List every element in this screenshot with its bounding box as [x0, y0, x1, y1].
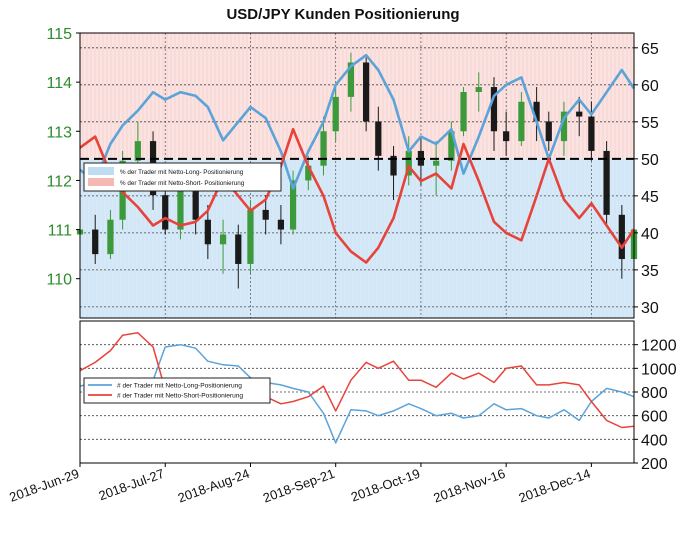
right-tick-label: 1000 [641, 361, 677, 378]
right-tick-label: 50 [641, 152, 659, 169]
right-tick-label: 200 [641, 456, 668, 473]
x-axis: 2018-Jun-29 2018-Jul-27 2018-Aug-24 2018-Se… [7, 463, 592, 506]
candle-body [545, 121, 552, 142]
candle-body [588, 116, 595, 151]
x-tick-label: 2018-Nov-16 [431, 466, 507, 506]
legend-swatch-long [88, 167, 114, 175]
candle-body [460, 91, 467, 132]
top-legend: % der Trader mit Netto-Long- Positionier… [83, 162, 282, 192]
candle-body [320, 131, 327, 166]
candle-body [618, 214, 625, 260]
candle-body [448, 131, 455, 161]
right-tick-label: 1200 [641, 338, 677, 355]
x-tick-label: 2018-Jul-27 [97, 466, 167, 504]
legend-label: # der Trader mit Netto-Long-Positionieru… [117, 383, 242, 390]
legend-swatch-short [88, 178, 114, 186]
candle-body [177, 185, 184, 230]
candle-body [560, 111, 568, 142]
candle-body [475, 87, 482, 92]
x-tick-label: 2018-Oct-19 [349, 466, 422, 505]
candle-body [347, 62, 355, 97]
candle-body [533, 101, 540, 122]
legend-label: % der Trader mit Netto-Short- Positionie… [120, 180, 245, 187]
right-tick-label: 60 [641, 78, 659, 95]
top-panel: 110 111 112 113 114 115 30 35 40 45 50 55 60 65 % der … [46, 26, 659, 319]
right-tick-label: 65 [641, 41, 659, 58]
right-tick-label: 400 [641, 432, 668, 449]
candle-body [576, 111, 583, 117]
legend-label: # der Trader mit Netto-Short-Positionier… [117, 393, 243, 400]
left-tick-label: 112 [46, 173, 72, 190]
candle-body [518, 101, 525, 142]
left-tick-label: 114 [46, 75, 72, 92]
candle-body [134, 141, 141, 161]
candle-body [262, 209, 269, 220]
candle-body [603, 150, 610, 215]
candle-body [332, 96, 339, 132]
candle-body [305, 165, 312, 181]
candle-body [375, 121, 382, 156]
bottom-panel: 200 400 600 800 1000 1200 # der Trader mit Net… [79, 320, 677, 473]
candle-body [289, 180, 297, 230]
x-tick-label: 2018-Dec-14 [517, 466, 593, 506]
right-tick-label: 40 [641, 226, 659, 243]
candle-body [235, 234, 242, 264]
candle-body [204, 219, 211, 245]
left-tick-label: 113 [46, 124, 72, 141]
legend-label: % der Trader mit Netto-Long- Positionier… [120, 169, 244, 176]
net-long-percent-line [79, 53, 636, 190]
left-tick-label: 115 [46, 26, 72, 43]
x-tick-label: 2018-Jun-29 [7, 466, 81, 505]
candle-body [162, 195, 169, 230]
candle-body [107, 219, 114, 255]
candle-body [390, 155, 397, 176]
left-tick-label: 111 [48, 223, 72, 240]
candle-body [433, 160, 440, 166]
candle-body [503, 131, 510, 142]
candle-body [247, 209, 254, 264]
candle-body [490, 87, 498, 132]
candle-body [405, 150, 412, 176]
right-tick-label: 35 [641, 263, 659, 280]
candle-body [192, 185, 199, 220]
candle-body [363, 62, 370, 122]
right-tick-label: 600 [641, 409, 668, 426]
right-tick-label: 55 [641, 115, 659, 132]
right-tick-label: 45 [641, 189, 659, 206]
net-short-percent-line [79, 127, 636, 264]
left-tick-label: 110 [46, 272, 72, 289]
legend-box [83, 377, 271, 404]
candle-body [277, 219, 285, 230]
legend-box [83, 162, 282, 192]
candle-body [92, 229, 99, 255]
bottom-legend: # der Trader mit Netto-Long-Positionieru… [83, 377, 271, 404]
net-long-count-line [79, 343, 635, 444]
x-tick-label: 2018-Sep-21 [261, 466, 337, 506]
candle-body [219, 234, 227, 245]
top-panel-frame [79, 32, 635, 319]
right-tick-label: 800 [641, 385, 668, 402]
right-tick-label: 30 [641, 300, 659, 317]
chart-title: USD/JPY Kunden Positionierung [226, 6, 459, 23]
x-tick-label: 2018-Aug-24 [176, 466, 252, 506]
bottom-panel-frame [79, 320, 635, 464]
